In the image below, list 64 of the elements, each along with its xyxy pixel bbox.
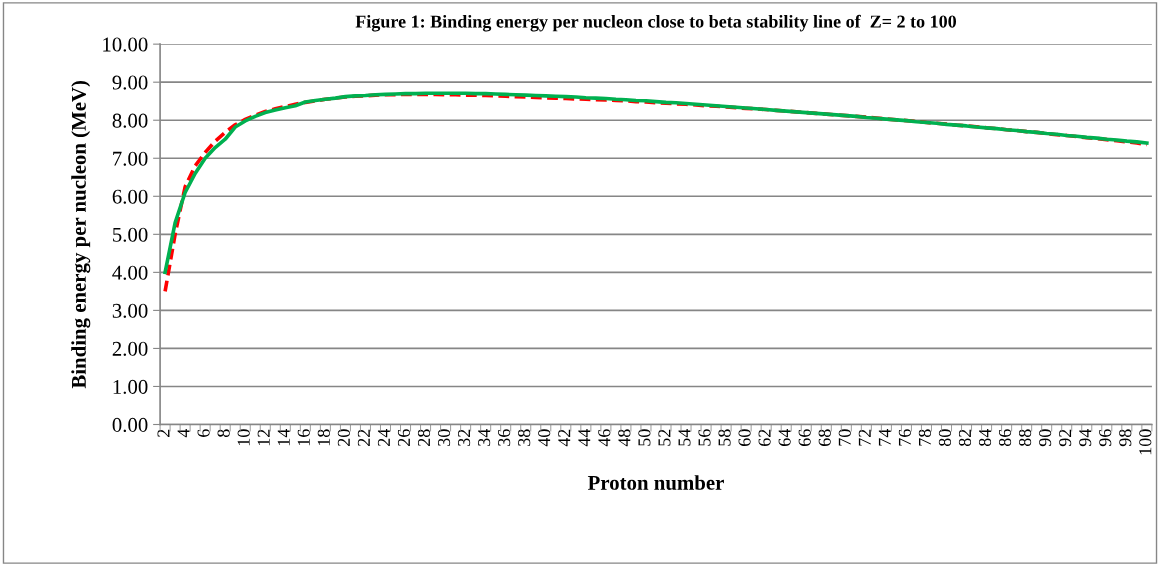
x-tick-label: 96 — [1099, 429, 1112, 447]
y-tick-label: 7.00 — [113, 151, 148, 166]
x-tick-label: 28 — [417, 429, 431, 446]
x-tick-label: 18 — [317, 429, 330, 446]
x-axis-title: Proton number — [587, 475, 724, 490]
x-tick-label: 86 — [998, 429, 1012, 447]
x-tick-label: 82 — [958, 429, 972, 447]
x-tick-label: 98 — [1119, 429, 1132, 447]
x-tick-label: 36 — [498, 429, 511, 446]
x-tick-label: 14 — [277, 428, 290, 446]
x-tick-label: 12 — [257, 429, 270, 446]
x-tick-label: 26 — [397, 429, 411, 446]
x-tick-label: 54 — [678, 428, 691, 446]
x-tick-label: 64 — [778, 428, 791, 446]
y-axis-title: Binding energy per nucleon (MeV) — [71, 80, 91, 389]
x-tick-label: 68 — [818, 429, 831, 446]
x-tick-label: 74 — [878, 428, 891, 446]
x-tick-label: 16 — [297, 429, 310, 446]
y-tick-label: 5.00 — [113, 227, 148, 242]
x-tick-label: 94 — [1079, 428, 1092, 447]
x-tick-label: 50 — [638, 429, 651, 446]
x-tick-label: 88 — [1018, 429, 1032, 447]
x-tick-label: 10 — [237, 429, 250, 446]
y-tick-label: 2.00 — [112, 341, 148, 356]
x-tick-label: 20 — [337, 429, 350, 446]
x-tick-label: 78 — [918, 429, 931, 446]
x-tick-label: 2 — [157, 429, 170, 437]
y-tick-label: 6.00 — [112, 189, 148, 204]
x-tick-label: 38 — [518, 429, 531, 446]
y-tick-label: 8.00 — [112, 113, 148, 128]
y-tick-label: 1.00 — [113, 379, 148, 394]
x-tick-label: 92 — [1059, 429, 1072, 447]
x-tick-label: 84 — [978, 428, 992, 447]
x-tick-label: 70 — [838, 429, 851, 446]
x-tick-label: 58 — [718, 429, 731, 446]
x-tick-label: 4 — [177, 428, 190, 438]
y-tick-label: 9.00 — [112, 75, 148, 90]
x-tick-label: 42 — [558, 429, 571, 447]
x-tick-label: 6 — [197, 429, 210, 437]
x-tick-label: 66 — [798, 429, 811, 446]
y-tick-label: 0.00 — [112, 417, 148, 433]
x-tick-label: 52 — [658, 429, 671, 446]
x-tick-label: 62 — [758, 429, 771, 446]
y-tick-label: 3.00 — [112, 303, 148, 318]
x-tick-label: 76 — [898, 429, 911, 446]
x-tick-label: 30 — [437, 429, 451, 446]
x-tick-label: 90 — [1039, 429, 1052, 447]
y-tick-label: 10.00 — [103, 37, 148, 52]
x-tick-label: 44 — [578, 428, 591, 447]
x-tick-label: 34 — [478, 428, 491, 446]
x-tick-label: 24 — [377, 428, 390, 446]
x-tick-label: 72 — [858, 429, 871, 446]
x-tick-label: 56 — [698, 429, 711, 446]
x-tick-label: 8 — [217, 429, 230, 438]
x-tick-label: 40 — [538, 429, 551, 447]
x-tick-label: 46 — [598, 429, 611, 447]
x-tick-label: 80 — [938, 429, 952, 447]
x-tick-label: 100 — [1139, 429, 1152, 455]
x-tick-label: 22 — [357, 429, 370, 446]
x-tick-label: 60 — [738, 429, 751, 446]
chart-title: Figure 1: Binding energy per nucleon close to beta stability line of Z= 2 to 100 — [355, 14, 957, 32]
x-tick-label: 48 — [618, 429, 631, 447]
y-tick-label: 4.00 — [112, 265, 148, 280]
x-tick-label: 32 — [458, 429, 471, 446]
